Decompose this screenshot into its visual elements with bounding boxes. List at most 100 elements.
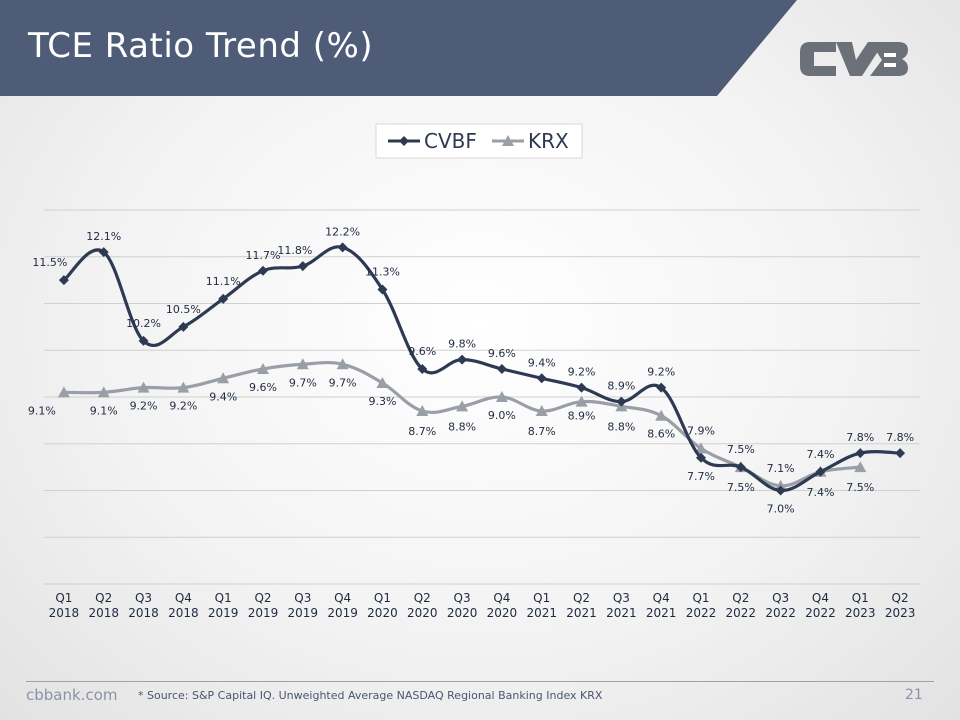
x-tick-label-year: 2021 (606, 606, 637, 620)
data-point-marker (457, 354, 468, 365)
x-tick-label-year: 2020 (407, 606, 438, 620)
page-title: TCE Ratio Trend (%) (28, 26, 374, 66)
x-tick-label: Q2 (414, 591, 431, 605)
data-label: 7.1% (767, 462, 795, 475)
data-label: 12.1% (86, 230, 121, 243)
x-tick-label: Q1 (852, 591, 869, 605)
data-point-marker (536, 373, 547, 384)
data-point-marker (735, 462, 746, 473)
data-point-marker (258, 265, 268, 276)
data-label: 9.2% (169, 400, 197, 413)
data-point-marker (137, 381, 150, 393)
data-label: 7.7% (687, 470, 715, 483)
x-tick-label: Q2 (732, 591, 749, 605)
x-tick-label: Q1 (215, 591, 232, 605)
data-label: 9.6% (488, 347, 516, 360)
legend-krx-marker (502, 135, 514, 146)
cvb-logo (800, 42, 908, 76)
x-tick-label-year: 2018 (49, 606, 80, 620)
x-tick-label-year: 2020 (487, 606, 518, 620)
chart-gridlines (44, 209, 920, 585)
data-point-marker (575, 395, 588, 407)
data-point-marker (97, 386, 110, 398)
chart-legend: CVBF KRX (375, 123, 583, 159)
x-tick-label-year: 2021 (526, 606, 557, 620)
header-band (0, 0, 797, 96)
data-label: 12.2% (325, 225, 360, 238)
x-tick-label: Q3 (454, 591, 471, 605)
chart-svg: CVBF KRX 9.1% 9.1% 9.2% 9.2% 9.4% 9.6% 9.7% 9.7… (28, 123, 920, 620)
data-point-marker (296, 358, 309, 370)
series-krx: 9.1% 9.1% 9.2% 9.2% 9.4% 9.6% 9.7% 9.7% 9.3% 8.7%… (28, 358, 874, 499)
data-label: 9.4% (528, 356, 556, 369)
data-label: 10.5% (166, 303, 201, 316)
x-tick-label-year: 2019 (327, 606, 358, 620)
x-tick-label-year: 2022 (686, 606, 717, 620)
x-tick-label: Q1 (692, 591, 709, 605)
x-tick-label: Q4 (653, 591, 670, 605)
data-point-marker (57, 386, 70, 398)
data-point-marker (297, 261, 308, 272)
x-tick-label: Q4 (175, 591, 192, 605)
data-label: 9.2% (130, 400, 158, 413)
data-point-marker (696, 452, 706, 463)
x-tick-label: Q3 (772, 591, 789, 605)
data-point-marker (417, 363, 428, 374)
data-point-marker (377, 284, 388, 295)
footer-website[interactable]: cbbank.com (26, 686, 118, 704)
data-label: 7.4% (806, 486, 834, 499)
data-point-marker (98, 247, 109, 258)
x-tick-label-year: 2022 (765, 606, 796, 620)
x-tick-label-year: 2020 (367, 606, 398, 620)
data-point-marker (576, 382, 587, 393)
data-label: 9.0% (488, 409, 516, 422)
x-tick-label-year: 2019 (248, 606, 279, 620)
data-point-marker (496, 363, 507, 374)
data-point-marker (775, 485, 786, 496)
data-label: 9.7% (289, 376, 317, 389)
data-label: 10.2% (126, 317, 161, 330)
data-point-marker (616, 396, 627, 407)
x-tick-label: Q2 (573, 591, 590, 605)
x-tick-label-year: 2021 (646, 606, 677, 620)
x-tick-label-year: 2018 (88, 606, 119, 620)
x-tick-label-year: 2022 (726, 606, 757, 620)
x-tick-label: Q3 (613, 591, 630, 605)
data-label: 7.0% (767, 503, 795, 516)
x-tick-label-year: 2022 (805, 606, 836, 620)
data-label: 11.5% (32, 256, 67, 269)
data-label: 9.1% (28, 404, 56, 417)
series-line-cvbf (62, 245, 902, 493)
data-label: 9.1% (90, 404, 118, 417)
data-point-marker (655, 409, 668, 421)
data-label: 9.7% (329, 376, 357, 389)
tce-ratio-chart: CVBF KRX 9.1% 9.1% 9.2% 9.2% 9.4% 9.6% 9.7% 9.7… (0, 110, 960, 630)
data-label: 9.2% (647, 366, 675, 379)
data-point-marker (177, 381, 190, 393)
data-label: 8.7% (408, 425, 436, 438)
x-tick-label-year: 2018 (128, 606, 159, 620)
data-label: 11.7% (246, 249, 281, 262)
data-point-marker (376, 376, 389, 388)
x-tick-label-year: 2018 (168, 606, 199, 620)
data-label: 7.9% (687, 424, 715, 437)
data-point-marker (337, 242, 348, 253)
x-tick-label-year: 2019 (288, 606, 319, 620)
data-label: 7.4% (806, 448, 834, 461)
x-tick-label-year: 2019 (208, 606, 239, 620)
x-tick-label-year: 2021 (566, 606, 597, 620)
data-point-marker (815, 466, 826, 477)
legend-cvbf-label: CVBF (424, 129, 477, 153)
data-label: 7.5% (846, 481, 874, 494)
x-tick-label-year: 2023 (885, 606, 916, 620)
x-tick-label: Q2 (892, 591, 909, 605)
data-point-marker (58, 275, 69, 286)
data-label: 8.9% (568, 410, 596, 423)
x-tick-label-year: 2023 (845, 606, 876, 620)
data-label: 7.5% (727, 443, 755, 456)
data-label: 8.8% (448, 420, 476, 433)
data-point-marker (456, 400, 469, 412)
data-point-marker (895, 448, 906, 459)
legend-cvbf-marker (399, 136, 409, 146)
data-point-marker (218, 293, 229, 304)
